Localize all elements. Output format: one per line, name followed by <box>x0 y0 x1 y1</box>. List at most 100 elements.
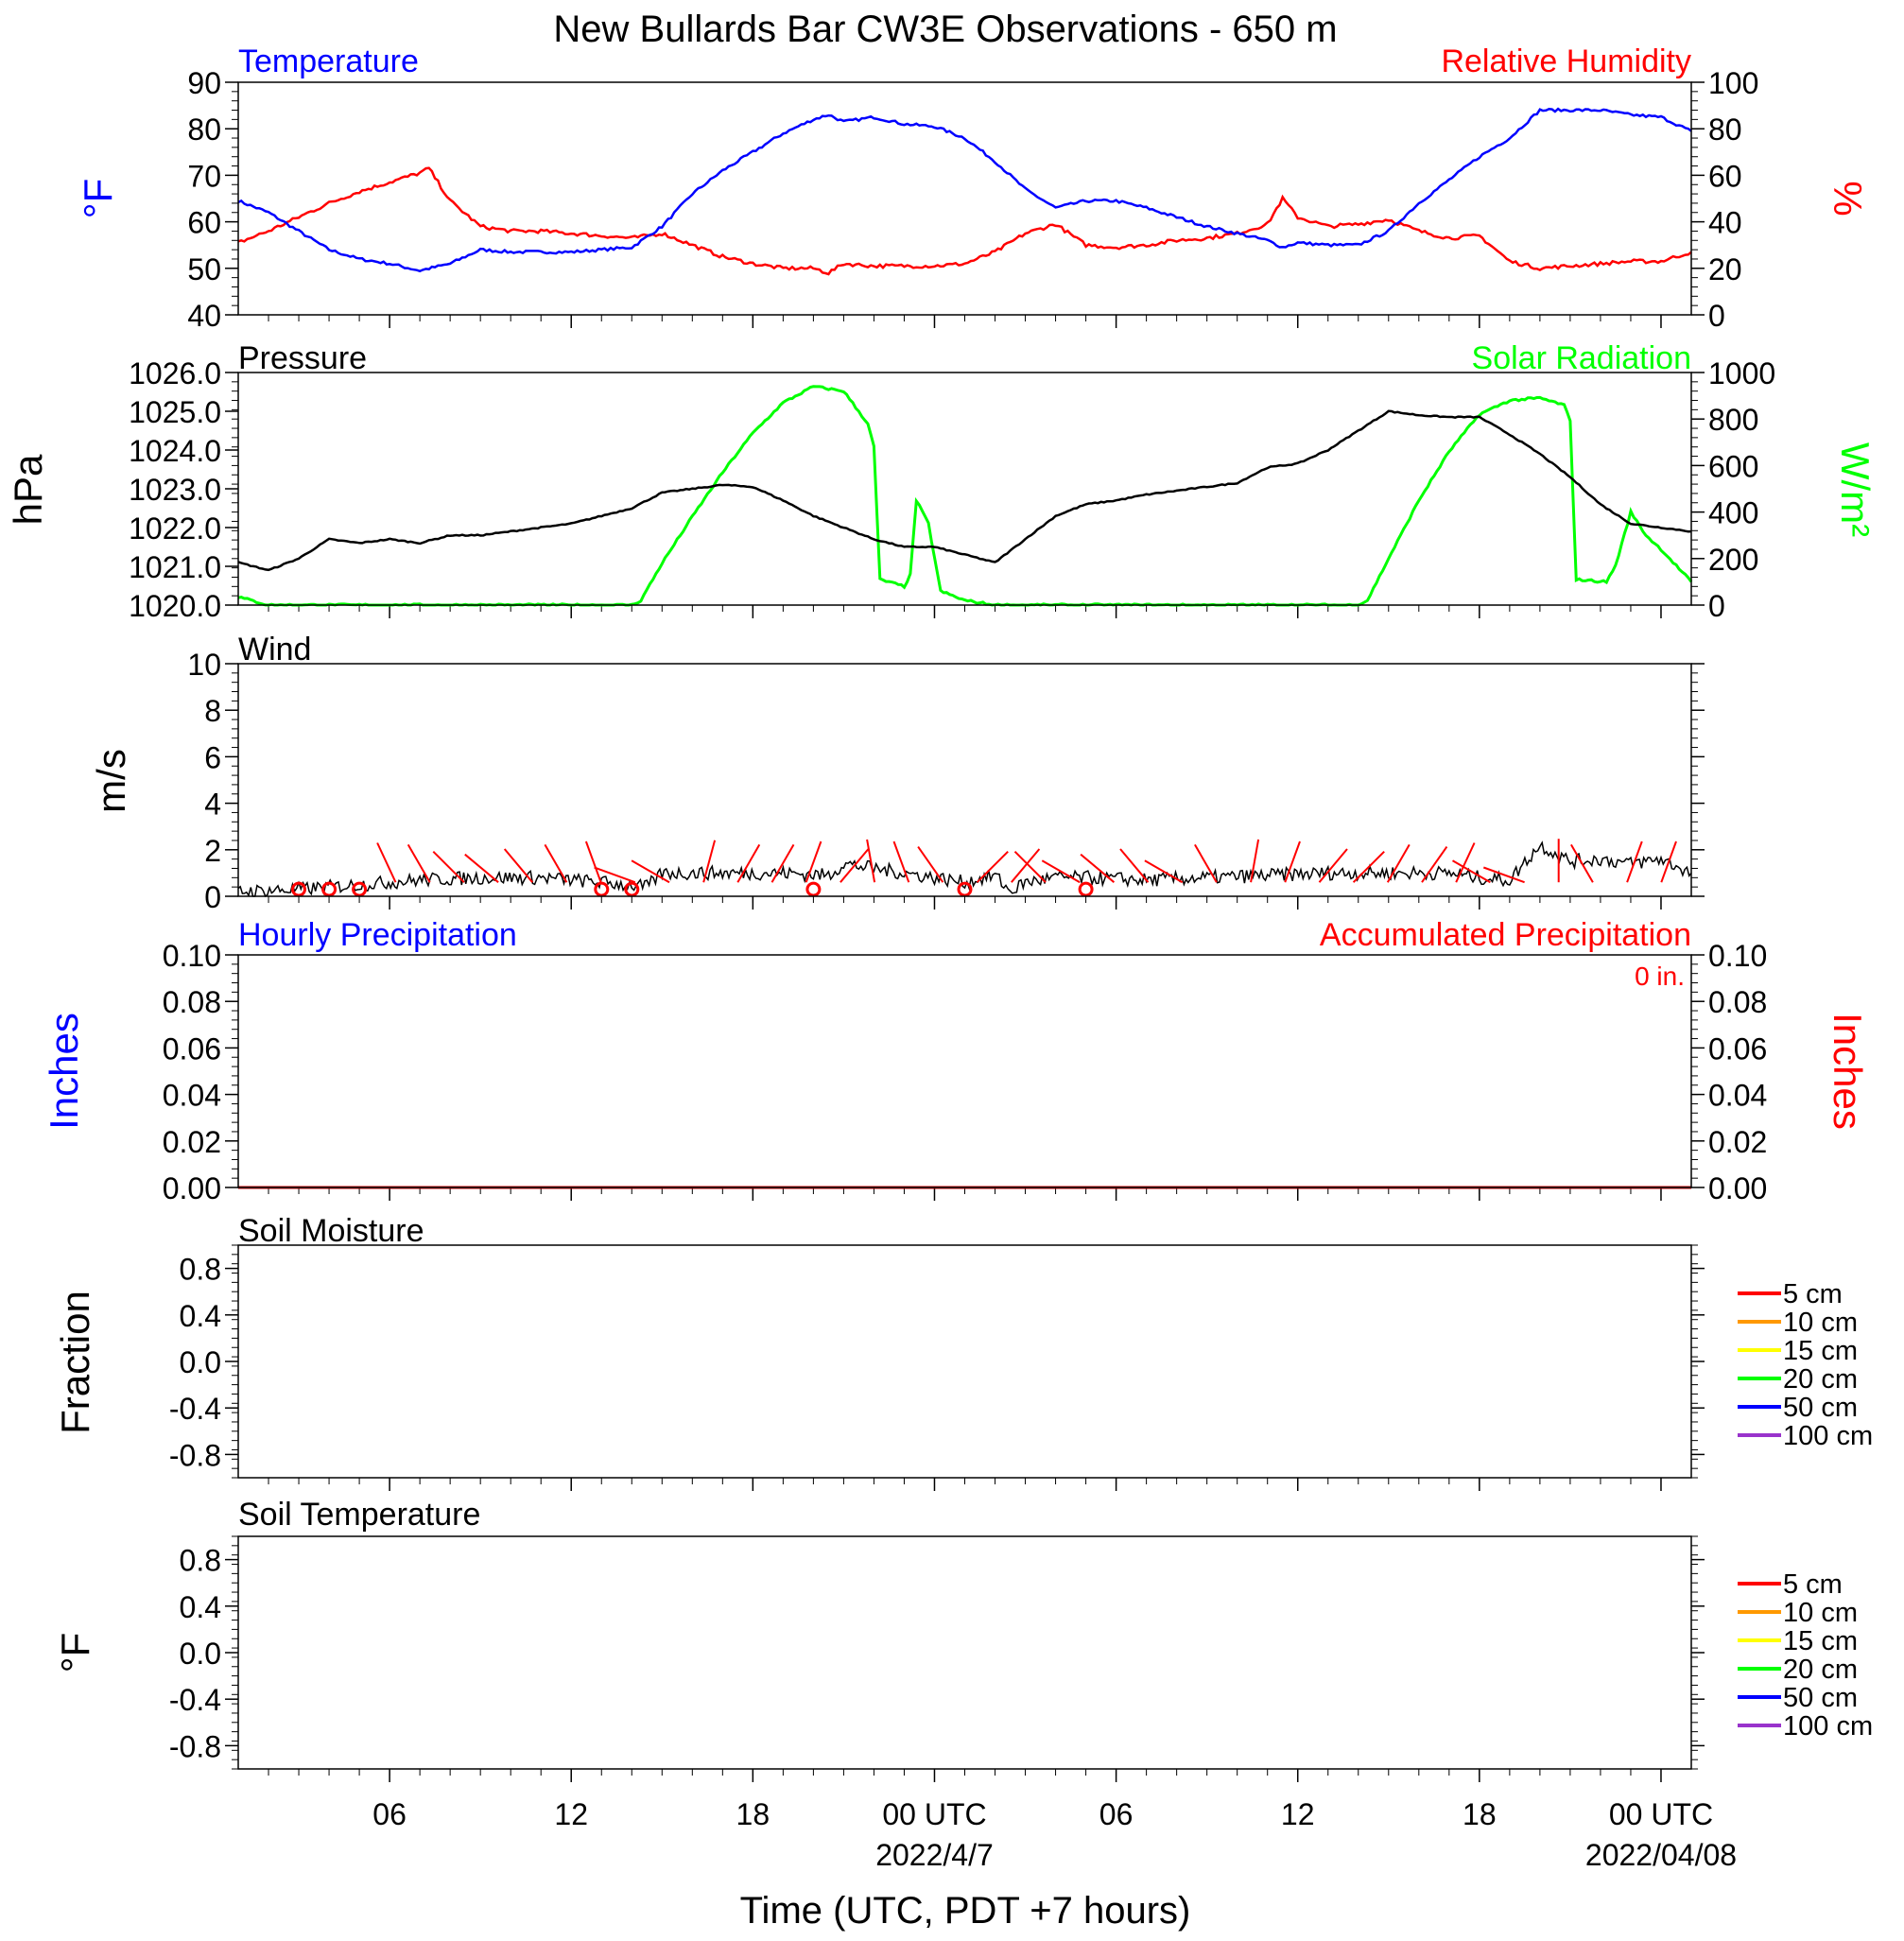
y-tick-label: 8 <box>204 694 221 728</box>
wind-barb <box>594 866 636 884</box>
wind-barb <box>1386 843 1411 883</box>
legend-label: 5 cm <box>1783 1569 1843 1600</box>
y2-tick-label: 0.08 <box>1708 985 1767 1019</box>
x-axis-labels: 06 12 18 00 UTC 06 12 18 00 UTC 2022/4/7 2022/04/… <box>372 1797 1737 1872</box>
calm-wind-marker <box>957 881 973 897</box>
x-date-label: 2022/4/7 <box>875 1838 994 1872</box>
y-tick-label: 1024.0 <box>129 434 221 468</box>
wind-title: Wind <box>238 632 311 667</box>
y-tick-label: 70 <box>187 159 221 193</box>
solar-unit: W/m² <box>1833 442 1878 537</box>
wind-barb <box>1626 841 1643 883</box>
temperature-unit: °F <box>76 179 120 218</box>
panel-soil-temp: Soil Temperature °F 0.8 0.4 0.0 -0.4 -0.8 5 … <box>53 1497 1873 1782</box>
y2-tick-label: 0.04 <box>1708 1079 1767 1113</box>
panel-soil-moisture: Soil Moisture Fraction 0.8 0.4 0.0 -0.4 -0.8… <box>53 1213 1873 1491</box>
wind-barb <box>917 846 944 883</box>
wind-barb <box>544 843 568 883</box>
wind-barbs <box>291 839 1677 897</box>
y-tick-label: 0.0 <box>180 1345 221 1379</box>
wind-barb <box>1250 839 1260 883</box>
y-tick-label: 90 <box>187 66 221 100</box>
y-tick-label: 40 <box>187 299 221 333</box>
wind-barb <box>736 843 761 883</box>
panel-precip: Hourly Precipitation Accumulated Precipi… <box>42 917 1870 1205</box>
y-tick-label: 0.8 <box>180 1253 221 1287</box>
wind-barb <box>1570 843 1594 883</box>
wind-barb <box>1421 846 1448 883</box>
y-tick-label: 6 <box>204 740 221 774</box>
wind-barb <box>805 841 822 883</box>
y-tick-label: 0.00 <box>163 1171 221 1205</box>
legend-label: 100 cm <box>1783 1421 1873 1451</box>
wind-barb <box>407 843 431 883</box>
legend-label: 5 cm <box>1783 1279 1843 1309</box>
x-tick-label: 12 <box>1281 1797 1315 1831</box>
y2-tick-label: 100 <box>1708 66 1758 100</box>
wind-barb <box>1011 848 1041 883</box>
accum-precip-unit: Inches <box>1826 1013 1870 1130</box>
humidity-series-line <box>237 166 1692 276</box>
precip-axes: 0.10 0.08 0.06 0.04 0.02 0.00 0.10 0.08 0.06 0.04… <box>163 939 1768 1205</box>
x-date-label: 2022/04/08 <box>1585 1838 1737 1872</box>
soil-temp-unit: °F <box>53 1633 97 1672</box>
wind-plot-frame <box>237 663 1692 897</box>
y-tick-label: 1023.0 <box>129 473 221 507</box>
y-tick-label: 80 <box>187 113 221 147</box>
calm-wind-marker <box>352 881 368 897</box>
y-tick-label: -0.8 <box>169 1729 221 1763</box>
y-tick-label: 10 <box>187 648 221 682</box>
y2-tick-label: 200 <box>1708 543 1758 577</box>
y-tick-label: 1025.0 <box>129 395 221 429</box>
soil-temp-axes: 0.8 0.4 0.0 -0.4 -0.8 <box>169 1535 1705 1782</box>
calm-wind-marker <box>1078 881 1094 897</box>
wind-barb <box>1452 859 1491 884</box>
wind-speed-series-line <box>237 841 1692 898</box>
wind-axes: 10 8 6 4 2 0 <box>187 648 1705 914</box>
wind-barb <box>376 842 397 883</box>
legend-label: 10 cm <box>1783 1308 1858 1338</box>
pressure-title: Pressure <box>238 340 367 376</box>
legend-label: 100 cm <box>1783 1711 1873 1742</box>
humidity-unit: % <box>1826 181 1870 216</box>
pressure-series-line <box>237 409 1692 572</box>
y2-tick-label: 20 <box>1708 252 1742 286</box>
wind-barb <box>1660 841 1677 883</box>
calm-wind-marker <box>805 881 822 897</box>
wind-barb <box>631 859 670 884</box>
legend-label: 15 cm <box>1783 1336 1858 1366</box>
x-tick-label: 00 UTC <box>882 1797 986 1831</box>
chart-title: New Bullards Bar CW3E Observations - 650… <box>553 9 1337 50</box>
pressure-unit: hPa <box>6 454 50 525</box>
y2-tick-label: 60 <box>1708 159 1742 193</box>
wind-barb <box>702 840 717 883</box>
panel-pressure-solar: Pressure Solar Radiation hPa W/m² 1026.0… <box>6 340 1878 623</box>
soil-moisture-title: Soil Moisture <box>238 1213 424 1249</box>
wind-barb <box>1482 866 1525 884</box>
wind-barb <box>1041 859 1081 884</box>
y-tick-label: 0.08 <box>163 985 221 1019</box>
y-tick-label: -0.4 <box>169 1392 221 1426</box>
y-tick-label: 0.06 <box>163 1031 221 1066</box>
wind-barb <box>503 848 533 883</box>
y-tick-label: 1026.0 <box>129 356 221 390</box>
y-tick-label: 0.4 <box>180 1299 221 1333</box>
wind-barb <box>1119 848 1150 883</box>
x-tick-label: 18 <box>1463 1797 1497 1831</box>
wind-barb <box>1455 842 1476 883</box>
pressure-solar-axes: 1026.0 1025.0 1024.0 1023.0 1022.0 1021.0 1020… <box>129 356 1775 623</box>
hourly-precip-title: Hourly Precipitation <box>238 917 517 953</box>
temp-rh-plot-frame <box>237 81 1692 316</box>
y-tick-label: 0.4 <box>180 1590 221 1624</box>
y-tick-label: 0.0 <box>180 1637 221 1671</box>
temp-rh-axes: 90 80 70 60 50 40 100 80 60 40 20 0 <box>187 66 1758 333</box>
pressure-solar-plot-frame <box>237 372 1692 606</box>
y2-tick-label: 0.02 <box>1708 1125 1767 1159</box>
calm-wind-marker <box>321 881 338 897</box>
legend-label: 20 cm <box>1783 1655 1858 1685</box>
y-tick-label: 0.04 <box>163 1079 221 1113</box>
y2-tick-label: 0.06 <box>1708 1031 1767 1066</box>
